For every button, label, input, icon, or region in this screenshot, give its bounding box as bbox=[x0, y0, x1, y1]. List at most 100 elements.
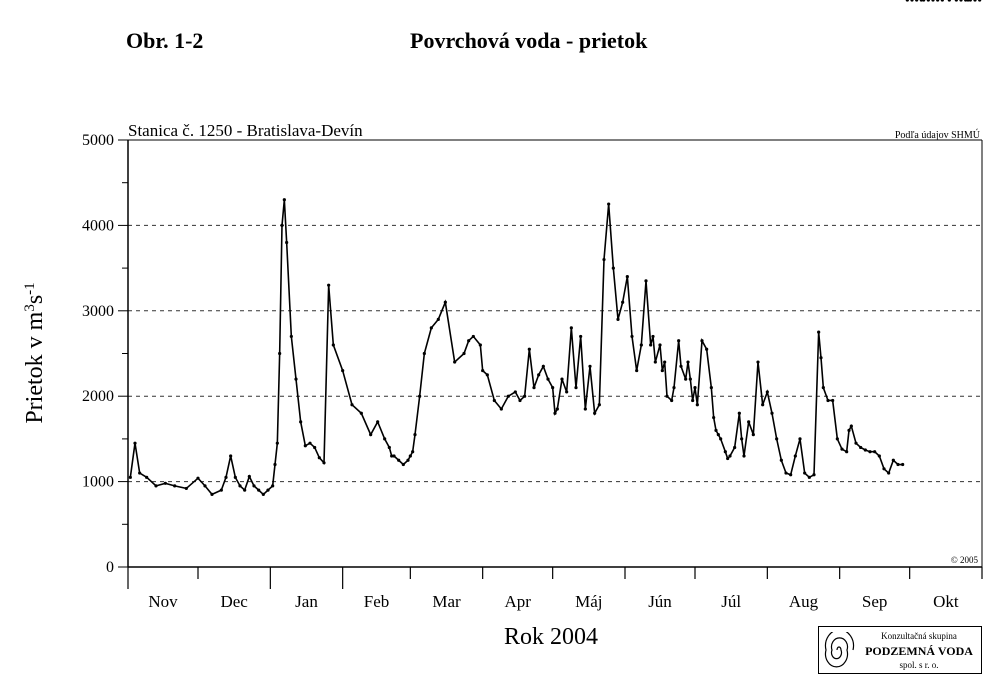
data-point bbox=[233, 475, 237, 479]
x-axis: Nov Dec Jan Feb Mar Apr Máj Jún Júl Aug Sep Okt bbox=[127, 567, 983, 611]
y-tick-label: 5000 bbox=[82, 132, 114, 149]
data-point bbox=[723, 450, 727, 454]
data-point bbox=[583, 407, 587, 411]
data-point bbox=[128, 475, 132, 479]
data-point bbox=[492, 398, 496, 403]
x-axis-label: Rok 2004 bbox=[504, 624, 598, 650]
data-point bbox=[677, 339, 681, 343]
data-point bbox=[719, 437, 723, 441]
data-point bbox=[406, 458, 410, 462]
data-point bbox=[569, 326, 573, 330]
data-point bbox=[565, 390, 569, 394]
data-point bbox=[331, 343, 335, 347]
y-tick-label: 2000 bbox=[82, 388, 114, 405]
data-point bbox=[271, 484, 275, 488]
x-tick-label: Sep bbox=[862, 592, 888, 611]
data-point bbox=[401, 462, 405, 467]
data-point bbox=[733, 445, 737, 450]
data-point bbox=[574, 386, 578, 390]
data-point bbox=[845, 450, 849, 454]
data-point bbox=[621, 300, 625, 304]
x-tick-label: Okt bbox=[933, 592, 959, 611]
data-point bbox=[926, 0, 930, 2]
data-point bbox=[467, 339, 471, 343]
data-point bbox=[322, 461, 326, 465]
data-point bbox=[387, 445, 391, 450]
data-point bbox=[684, 377, 688, 381]
data-point bbox=[973, 0, 977, 2]
data-point bbox=[784, 471, 788, 475]
data-point bbox=[196, 476, 200, 480]
data-point bbox=[761, 403, 765, 407]
company-logo: Konzultačná skupina PODZEMNÁ VODA spol. … bbox=[818, 626, 982, 674]
data-point bbox=[443, 300, 447, 304]
data-point bbox=[653, 360, 657, 364]
data-point bbox=[726, 456, 730, 461]
x-tick-label: Mar bbox=[432, 592, 461, 611]
data-point bbox=[877, 454, 881, 458]
data-point bbox=[635, 368, 639, 373]
data-point bbox=[882, 467, 886, 471]
logo-line-1: Konzultačná skupina bbox=[881, 631, 957, 641]
data-point bbox=[229, 454, 233, 458]
data-point bbox=[709, 386, 713, 390]
data-point bbox=[376, 420, 380, 424]
data-point bbox=[313, 445, 317, 450]
x-tick-label: Feb bbox=[364, 592, 390, 611]
data-point bbox=[203, 484, 207, 488]
data-point bbox=[840, 447, 844, 451]
series-line bbox=[129, 199, 903, 496]
x-tick-label: Dec bbox=[220, 592, 248, 611]
data-point bbox=[686, 360, 690, 364]
data-point bbox=[485, 373, 489, 377]
data-point bbox=[555, 407, 559, 411]
spiral-logo-icon bbox=[824, 632, 855, 668]
data-point bbox=[639, 343, 643, 347]
data-point bbox=[693, 386, 697, 390]
data-point bbox=[411, 450, 415, 454]
data-point bbox=[863, 448, 867, 452]
data-point bbox=[299, 420, 303, 424]
data-point bbox=[770, 411, 774, 415]
data-point bbox=[807, 475, 811, 479]
data-point bbox=[756, 360, 760, 364]
data-point bbox=[275, 441, 279, 445]
x-tick-label: Máj bbox=[575, 592, 602, 611]
data-point bbox=[506, 394, 510, 398]
data-point bbox=[579, 334, 583, 339]
data-point bbox=[133, 441, 137, 445]
data-point bbox=[280, 223, 284, 227]
source-note: Podľa údajov SHMÚ bbox=[895, 129, 981, 141]
data-point bbox=[679, 364, 683, 368]
data-point bbox=[369, 433, 373, 437]
data-point bbox=[341, 368, 345, 373]
y-tick-label: 0 bbox=[106, 559, 114, 576]
data-point bbox=[453, 360, 457, 364]
data-point bbox=[219, 488, 223, 492]
data-point bbox=[327, 283, 331, 287]
x-tick-label: Nov bbox=[148, 592, 178, 611]
data-point bbox=[658, 343, 662, 347]
data-point bbox=[285, 240, 289, 245]
data-point bbox=[481, 368, 485, 373]
data-point bbox=[695, 403, 699, 407]
data-point bbox=[523, 394, 527, 398]
data-point bbox=[413, 433, 417, 437]
data-point bbox=[779, 458, 783, 462]
data-point bbox=[145, 475, 149, 479]
data-point bbox=[462, 351, 466, 356]
data-point bbox=[210, 492, 214, 497]
data-point bbox=[390, 454, 394, 458]
data-point bbox=[978, 0, 982, 2]
data-point bbox=[630, 334, 634, 339]
data-point bbox=[303, 444, 307, 448]
data-point bbox=[716, 433, 720, 437]
data-point bbox=[854, 441, 858, 445]
data-point bbox=[278, 351, 282, 356]
data-point bbox=[513, 390, 517, 394]
data-point bbox=[891, 458, 895, 462]
x-tick-label: Júl bbox=[721, 592, 741, 611]
data-point bbox=[688, 377, 692, 381]
data-point bbox=[184, 486, 188, 491]
data-point bbox=[873, 450, 877, 454]
